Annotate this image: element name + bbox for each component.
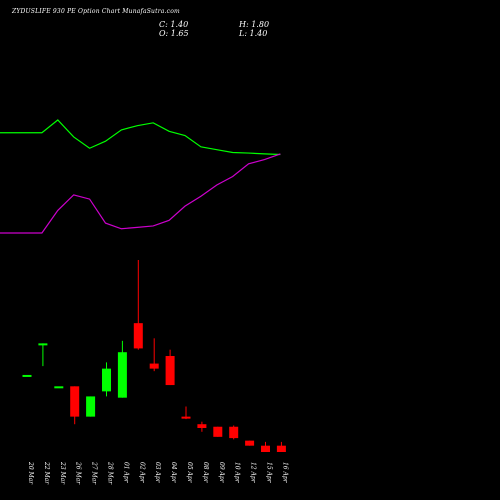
x-tick-label: 16 Apr [281, 462, 288, 484]
candle-body [38, 343, 48, 346]
candle-body [229, 426, 239, 439]
x-tick-label: 27 Mar [91, 461, 98, 485]
open-value: O: 1.65 [159, 29, 189, 38]
candle-23-mar [54, 386, 64, 389]
candle-03-apr [149, 338, 159, 372]
candle-body [149, 363, 159, 369]
x-tick-label: 03 Apr [154, 462, 161, 484]
low-value: L: 1.40 [239, 29, 268, 38]
x-tick-label: 15 Apr [266, 462, 273, 484]
candle-body [102, 368, 111, 392]
candle-body [181, 416, 191, 419]
candle-05-apr [181, 406, 191, 420]
candle-02-apr [133, 260, 143, 350]
x-tick-label: 08 Apr [202, 462, 209, 484]
x-tick-label: 26 Mar [75, 461, 82, 485]
x-tick-label: 12 Apr [250, 462, 257, 484]
candle-28-mar [102, 362, 111, 397]
x-axis-labels: 20 Mar 22 Mar 23 Mar 26 Mar 27 Mar 28 Mar 01 A… [27, 461, 288, 485]
x-tick-label: 02 Apr [138, 462, 145, 484]
x-tick-label: 20 Mar [27, 461, 34, 485]
indicator-lines [0, 119, 281, 234]
candle-body [245, 440, 255, 446]
candle-body [165, 356, 175, 386]
candle-04-apr [165, 349, 175, 386]
candle-body [213, 426, 223, 437]
x-tick-label: 28 Mar [107, 461, 114, 485]
candle-body [276, 445, 286, 452]
green-indicator-line [0, 119, 281, 156]
candles [22, 260, 286, 452]
candle-body [70, 386, 80, 417]
candle-body [261, 445, 270, 452]
candle-10-apr [229, 425, 239, 440]
x-tick-label: 22 Mar [43, 461, 50, 485]
candle-09-apr [213, 426, 223, 437]
candle-16-apr [276, 441, 286, 452]
candle-22-mar [38, 343, 48, 367]
chart-title: ZYDUSLIFE 930 PE Option Chart MunafaSutr… [12, 8, 180, 15]
candle-01-apr [117, 340, 127, 398]
x-tick-label: 05 Apr [186, 462, 193, 484]
close-value: C: 1.40 [159, 20, 189, 29]
candle-26-mar [70, 386, 80, 425]
candle-08-apr [197, 421, 207, 432]
x-tick-label: 10 Apr [234, 462, 241, 484]
candle-body [197, 424, 207, 428]
x-tick-label: 23 Mar [59, 461, 66, 485]
x-tick-label: 01 Apr [122, 462, 129, 484]
candle-body [54, 386, 64, 389]
candle-27-mar [86, 396, 96, 417]
x-tick-label: 04 Apr [170, 462, 177, 484]
candle-12-apr [245, 440, 255, 446]
purple-indicator-line [0, 153, 281, 234]
candle-20-mar [22, 374, 32, 377]
candle-15-apr [261, 441, 270, 452]
candle-body [86, 396, 96, 417]
candle-body [133, 323, 143, 349]
high-value: H: 1.80 [239, 20, 270, 29]
candle-body [22, 374, 32, 377]
x-tick-label: 09 Apr [218, 462, 225, 484]
candle-body [117, 352, 127, 398]
